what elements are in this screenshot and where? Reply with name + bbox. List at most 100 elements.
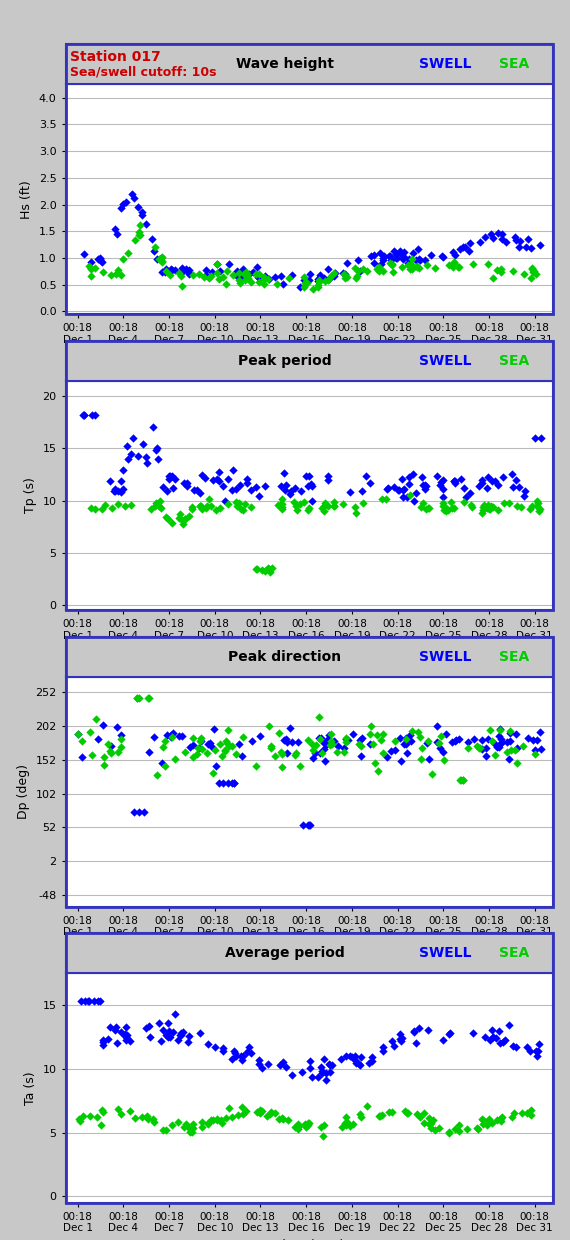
Point <box>223 494 233 513</box>
Point <box>140 802 149 822</box>
Point <box>450 253 459 273</box>
Point <box>133 446 142 466</box>
Point <box>426 1112 435 1132</box>
Point <box>402 487 412 507</box>
Point <box>352 503 361 523</box>
Point <box>485 720 494 740</box>
Point <box>449 471 458 491</box>
Point <box>483 254 492 274</box>
Point <box>382 479 392 498</box>
Point <box>227 480 237 500</box>
Point <box>341 1112 350 1132</box>
Point <box>316 1117 325 1137</box>
Point <box>496 1111 505 1131</box>
Point <box>323 259 332 279</box>
Point <box>449 497 458 517</box>
Point <box>353 262 363 281</box>
Point <box>73 724 82 744</box>
Point <box>367 1052 376 1071</box>
Point <box>278 500 287 520</box>
Point <box>519 264 528 284</box>
Point <box>323 270 332 290</box>
Point <box>277 494 286 513</box>
Point <box>229 460 238 480</box>
Point <box>320 492 329 512</box>
Point <box>372 724 381 744</box>
Point <box>412 1105 421 1125</box>
Point <box>503 743 512 763</box>
Point <box>483 1115 492 1135</box>
Point <box>86 259 95 279</box>
Point <box>433 466 442 486</box>
Point <box>127 495 136 515</box>
Point <box>168 477 177 497</box>
Point <box>412 1033 421 1053</box>
Point <box>357 735 366 755</box>
Point <box>166 259 176 279</box>
Point <box>450 1120 459 1140</box>
Text: Average period: Average period <box>225 946 345 960</box>
Point <box>91 498 100 518</box>
Point <box>446 492 455 512</box>
Point <box>198 1117 207 1137</box>
Point <box>295 495 304 515</box>
Point <box>441 501 450 521</box>
Point <box>87 252 96 272</box>
Point <box>294 732 303 751</box>
Point <box>399 249 408 269</box>
Point <box>357 728 367 748</box>
Point <box>508 477 517 497</box>
Point <box>141 213 150 233</box>
Point <box>397 751 406 771</box>
Point <box>527 496 536 516</box>
Point <box>179 1022 188 1042</box>
Point <box>118 460 127 480</box>
Point <box>342 1047 351 1066</box>
Point <box>277 494 286 513</box>
Point <box>377 730 386 750</box>
Point <box>224 737 233 756</box>
Text: SEA: SEA <box>499 57 529 71</box>
Point <box>439 496 448 516</box>
Point <box>265 563 274 583</box>
Point <box>303 1112 312 1132</box>
Point <box>276 267 285 286</box>
Point <box>378 1040 388 1060</box>
Point <box>441 724 450 744</box>
Point <box>162 481 172 501</box>
Point <box>161 259 170 279</box>
Point <box>123 436 132 456</box>
Point <box>117 1022 126 1042</box>
Point <box>239 500 248 520</box>
Point <box>302 1117 311 1137</box>
Point <box>497 1107 506 1127</box>
Point <box>218 773 227 792</box>
Point <box>414 239 423 259</box>
Point <box>337 1117 346 1137</box>
Point <box>257 560 266 580</box>
Point <box>344 730 353 750</box>
Point <box>325 269 334 289</box>
Point <box>216 260 225 280</box>
Point <box>383 477 392 497</box>
Point <box>531 744 540 764</box>
Point <box>254 264 263 284</box>
Point <box>85 255 94 275</box>
Point <box>317 1061 326 1081</box>
Point <box>274 723 283 743</box>
Point <box>211 500 220 520</box>
Point <box>116 725 125 745</box>
Point <box>365 472 374 492</box>
Point <box>416 250 425 270</box>
Point <box>507 740 516 760</box>
Point <box>405 259 414 279</box>
Point <box>198 739 207 759</box>
Point <box>162 1120 171 1140</box>
Point <box>263 1054 272 1074</box>
Point <box>264 715 273 735</box>
Point <box>347 1047 356 1066</box>
Point <box>144 1109 153 1128</box>
Point <box>277 744 286 764</box>
Point <box>457 770 466 790</box>
Point <box>315 729 324 749</box>
